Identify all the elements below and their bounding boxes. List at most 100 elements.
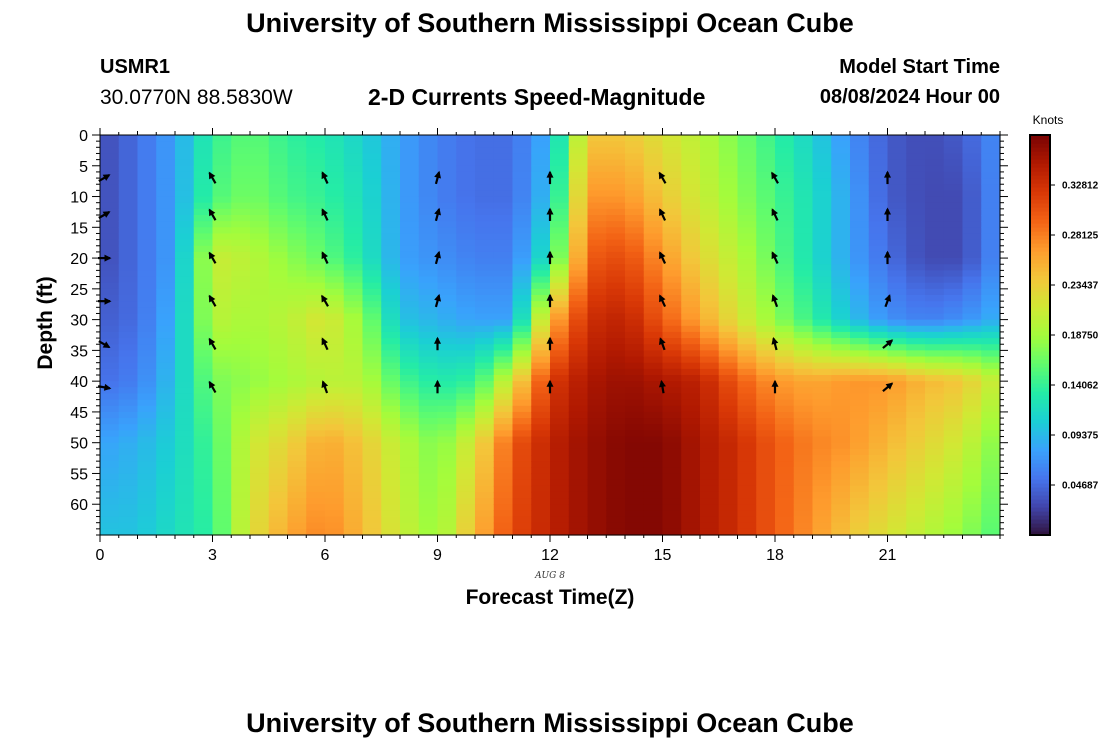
heatmap-cell xyxy=(906,258,926,265)
heatmap-cell xyxy=(100,239,120,247)
heatmap-cell xyxy=(925,510,945,518)
heatmap-cell xyxy=(568,448,589,456)
heatmap-cell xyxy=(475,282,495,290)
heatmap-cell xyxy=(812,528,832,536)
heatmap-cell xyxy=(943,338,964,345)
heatmap-cell xyxy=(287,387,307,395)
heatmap-cell xyxy=(831,350,851,358)
heatmap-cell xyxy=(587,516,607,524)
heatmap-cell xyxy=(175,356,195,364)
heatmap-cell xyxy=(625,159,645,167)
heatmap-cell xyxy=(156,504,176,511)
heatmap-cell xyxy=(606,141,626,148)
heatmap-cell xyxy=(137,331,157,339)
heatmap-cell xyxy=(700,448,720,456)
chart-subtitle: 2-D Currents Speed-Magnitude xyxy=(368,84,706,110)
heatmap-cell xyxy=(306,258,326,265)
heatmap-cell xyxy=(737,399,757,407)
heatmap-cell xyxy=(250,233,270,241)
heatmap-cell xyxy=(437,393,457,401)
heatmap-cell xyxy=(193,215,214,222)
heatmap-cell xyxy=(587,485,607,493)
heatmap-cell xyxy=(868,141,889,148)
heatmap-cell xyxy=(175,368,195,376)
heatmap-cell xyxy=(906,208,926,216)
heatmap-cell xyxy=(587,461,607,468)
heatmap-cell xyxy=(362,516,382,524)
heatmap-cell xyxy=(718,479,739,487)
heatmap-cell xyxy=(512,411,532,419)
heatmap-cell xyxy=(493,461,514,468)
heatmap-cell xyxy=(850,399,870,407)
heatmap-cell xyxy=(175,430,195,438)
heatmap-cell xyxy=(456,159,476,167)
heatmap-cell xyxy=(962,522,982,530)
heatmap-cell xyxy=(887,141,907,148)
heatmap-cell xyxy=(625,307,645,315)
heatmap-cell xyxy=(268,467,289,475)
heatmap-cell xyxy=(700,196,720,204)
heatmap-cell xyxy=(793,282,814,290)
heatmap-cell xyxy=(681,491,701,499)
heatmap-cell xyxy=(831,233,851,241)
heatmap-cell xyxy=(456,510,476,518)
heatmap-cell xyxy=(531,251,551,259)
colorbar-segment xyxy=(1030,179,1050,184)
heatmap-cell xyxy=(531,331,551,339)
heatmap-cell xyxy=(418,190,439,198)
heatmap-cell xyxy=(175,498,195,505)
heatmap-cell xyxy=(662,387,682,395)
heatmap-cell xyxy=(643,239,664,247)
heatmap-cell xyxy=(437,485,457,493)
heatmap-cell xyxy=(812,264,832,271)
heatmap-cell xyxy=(812,301,832,308)
heatmap-cell xyxy=(437,479,457,487)
heatmap-cell xyxy=(925,258,945,265)
heatmap-cell xyxy=(175,307,195,315)
heatmap-cell xyxy=(137,522,157,530)
heatmap-cell xyxy=(756,436,776,444)
heatmap-cell xyxy=(981,178,1001,185)
heatmap-cell xyxy=(493,202,514,210)
heatmap-cell xyxy=(437,208,457,216)
heatmap-cell xyxy=(512,153,532,161)
heatmap-cell xyxy=(362,159,382,167)
heatmap-cell xyxy=(643,393,664,401)
heatmap-cell xyxy=(400,461,420,468)
heatmap-cell xyxy=(250,325,270,333)
heatmap-cell xyxy=(475,399,495,407)
heatmap-cell xyxy=(606,251,626,259)
heatmap-cell xyxy=(156,442,176,450)
colorbar-segment xyxy=(1030,211,1050,216)
heatmap-cell xyxy=(812,215,832,222)
colorbar-segment xyxy=(1030,411,1050,416)
heatmap-cell xyxy=(137,165,157,173)
heatmap-cell xyxy=(250,270,270,278)
heatmap-cell xyxy=(456,522,476,530)
heatmap-cell xyxy=(962,479,982,487)
heatmap-cell xyxy=(868,399,889,407)
heatmap-cell xyxy=(193,338,214,345)
current-vector-arrow xyxy=(98,174,111,183)
heatmap-cell xyxy=(887,430,907,438)
heatmap-cell xyxy=(568,461,589,468)
heatmap-cell xyxy=(306,325,326,333)
heatmap-cell xyxy=(343,171,364,179)
heatmap-cell xyxy=(493,418,514,425)
heatmap-cell xyxy=(212,215,232,222)
heatmap-cell xyxy=(737,276,757,284)
heatmap-cell xyxy=(981,387,1001,395)
heatmap-cell xyxy=(306,184,326,191)
heatmap-cell xyxy=(306,313,326,321)
heatmap-cell xyxy=(737,141,757,148)
heatmap-cell xyxy=(568,467,589,475)
heatmap-cell xyxy=(606,270,626,278)
heatmap-cell xyxy=(887,165,907,173)
heatmap-cell xyxy=(287,399,307,407)
heatmap-cell xyxy=(756,405,776,413)
heatmap-cell xyxy=(700,147,720,155)
heatmap-cell xyxy=(756,387,776,395)
heatmap-cell xyxy=(400,381,420,388)
heatmap-cell xyxy=(306,510,326,518)
heatmap-cell xyxy=(606,350,626,358)
